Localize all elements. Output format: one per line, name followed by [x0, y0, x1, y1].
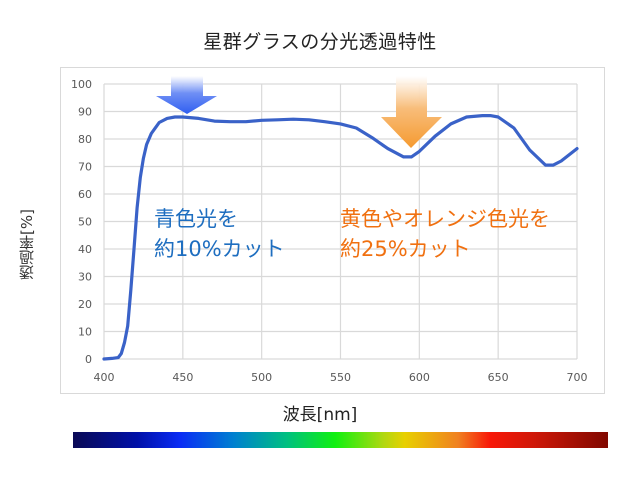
x-tick-label: 400 — [94, 371, 115, 384]
y-tick-label: 70 — [78, 161, 92, 174]
orange-annotation-line1: 黄色やオレンジ色光を — [340, 207, 550, 231]
chart-area — [60, 67, 605, 394]
y-tick-label: 60 — [78, 188, 92, 201]
blue-light-annotation: 青色光を 約10%カット — [154, 204, 285, 264]
y-axis-label: 透過率[%] — [18, 209, 36, 281]
y-tick-label: 80 — [78, 133, 92, 146]
y-tick-label: 40 — [78, 243, 92, 256]
y-tick-label: 0 — [85, 353, 92, 366]
visible-spectrum-bar — [73, 432, 608, 448]
transmittance-curve — [102, 113, 579, 361]
y-tick-labels: 0 10 20 30 40 50 60 70 80 90 100 — [71, 78, 92, 366]
blue-annotation-line1: 青色光を — [154, 207, 238, 231]
blue-down-arrow-icon — [156, 76, 217, 114]
x-tick-label: 700 — [567, 371, 588, 384]
x-tick-label: 600 — [409, 371, 430, 384]
x-axis-label: 波長[nm] — [282, 405, 358, 425]
x-tick-labels: 400 450 500 550 600 650 700 — [94, 371, 588, 384]
orange-annotation-line2: 約25%カット — [340, 237, 471, 261]
y-tick-label: 30 — [78, 271, 92, 284]
y-tick-label: 90 — [78, 106, 92, 119]
x-tick-label: 650 — [488, 371, 509, 384]
orange-down-arrow-icon — [381, 76, 442, 148]
x-tick-label: 550 — [330, 371, 351, 384]
y-tick-label: 10 — [78, 326, 92, 339]
x-tick-label: 450 — [172, 371, 193, 384]
orange-light-annotation: 黄色やオレンジ色光を 約25%カット — [340, 204, 550, 264]
y-tick-label: 100 — [71, 78, 92, 91]
y-tick-label: 20 — [78, 298, 92, 311]
chart-title: 星群グラスの分光透過特性 — [203, 31, 437, 53]
gridlines — [103, 83, 578, 360]
blue-annotation-line2: 約10%カット — [154, 237, 285, 261]
x-tick-label: 500 — [251, 371, 272, 384]
y-tick-label: 50 — [78, 216, 92, 229]
